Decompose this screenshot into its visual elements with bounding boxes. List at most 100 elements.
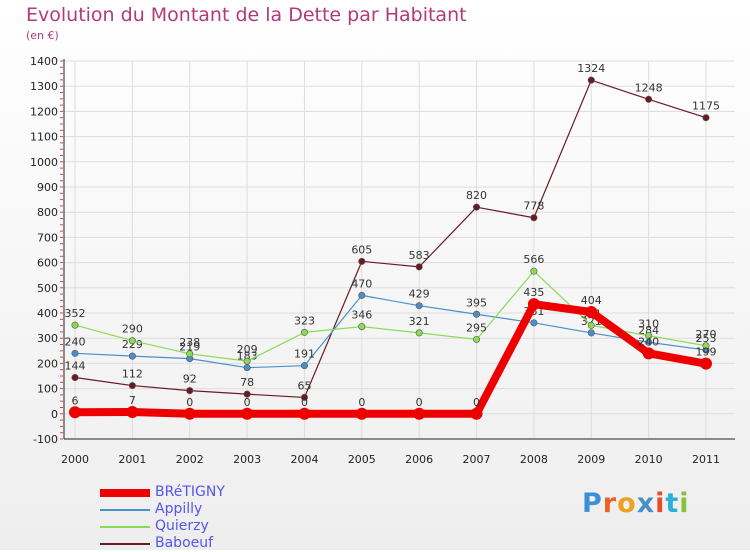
y-tick-label: 1000 [30,156,58,169]
data-label: 270 [696,328,717,341]
data-point [587,321,595,329]
y-tick-label: 700 [37,231,58,244]
x-tick-label: 2004 [290,453,318,466]
data-point [527,298,540,311]
data-label: 0 [473,396,480,409]
data-point [243,364,251,372]
data-point [473,310,481,318]
data-point [128,352,136,360]
data-label: 240 [638,335,659,348]
data-label: 321 [409,315,430,328]
legend-label: Appilly [155,501,203,517]
logo-letter: o [617,488,637,519]
data-point [126,406,139,419]
data-label: 199 [696,346,717,359]
data-label: 346 [351,309,372,322]
series-line-brétigny [71,300,710,418]
data-label: 820 [466,189,487,202]
data-point [470,407,483,420]
data-point [71,374,79,382]
data-label: 112 [122,368,143,381]
data-label: 1175 [692,100,720,113]
data-label: 290 [122,323,143,336]
data-label: 209 [237,343,258,356]
x-tick-label: 2010 [635,453,663,466]
data-point [300,328,308,336]
data-point [355,407,368,420]
data-point [413,407,426,420]
data-label: 238 [179,336,200,349]
legend-label: Quierzy [155,518,209,534]
y-tick-label: 200 [37,357,58,370]
data-label: 404 [581,294,602,307]
logo-letter: t [665,488,680,519]
x-tick-label: 2000 [61,453,89,466]
data-label: 253 [696,332,717,345]
data-point [300,362,308,370]
data-point [71,349,79,357]
x-tick-label: 2008 [520,453,548,466]
data-label: 429 [409,288,430,301]
data-label: 144 [65,360,86,373]
data-point [415,263,423,271]
y-tick-label: 300 [37,332,58,345]
data-label: 1324 [577,62,605,75]
data-point [300,393,308,401]
data-label: 323 [294,314,315,327]
chart-subtitle: (en €) [26,29,59,42]
series-line-quierzy [74,270,707,362]
data-point [530,267,538,275]
data-point [358,291,366,299]
data-label: 778 [523,200,544,213]
logo-letter: i [655,488,666,519]
data-label: 395 [466,296,487,309]
logo-letter: x [636,488,656,519]
data-label: 295 [466,321,487,334]
data-label: 352 [65,307,86,320]
x-tick-label: 2011 [692,453,720,466]
data-point [358,323,366,331]
data-point [645,332,653,340]
y-tick-label: 100 [37,383,58,396]
legend-swatch [100,542,150,545]
x-tick-label: 2003 [233,453,261,466]
y-tick-label: 0 [51,408,58,421]
x-tick-label: 2007 [463,453,491,466]
data-point [702,114,710,122]
data-point [700,357,712,370]
data-label: 1248 [635,81,663,94]
data-label: 92 [183,373,197,386]
data-point [415,329,423,337]
data-label: 0 [301,396,308,409]
data-point [473,203,481,211]
data-point [243,390,251,398]
y-tick-label: 500 [37,282,58,295]
legend-swatch [100,525,150,528]
data-point [642,347,655,360]
data-point [298,407,311,420]
data-label: 219 [179,341,200,354]
data-point [128,337,136,345]
data-point [702,342,710,350]
y-tick-label: 1100 [30,131,58,144]
y-tick-label: 600 [37,257,58,270]
data-label: 6 [72,394,79,407]
data-label: 566 [523,253,544,266]
proxiti-logo: Proxiti [582,488,690,519]
data-point [530,214,538,222]
data-point [186,387,194,395]
series-line-appilly [74,294,707,369]
data-point [241,407,254,420]
logo-letter: r [602,488,618,519]
y-tick-label: 400 [37,307,58,320]
legend-swatch [100,488,150,497]
data-point [587,76,595,84]
x-tick-label: 2002 [176,453,204,466]
data-label: 191 [294,348,315,361]
x-tick-label: 2001 [118,453,146,466]
legend-swatch [100,508,150,511]
data-point [71,321,79,329]
x-tick-label: 2006 [405,453,433,466]
data-label: 284 [638,324,659,337]
